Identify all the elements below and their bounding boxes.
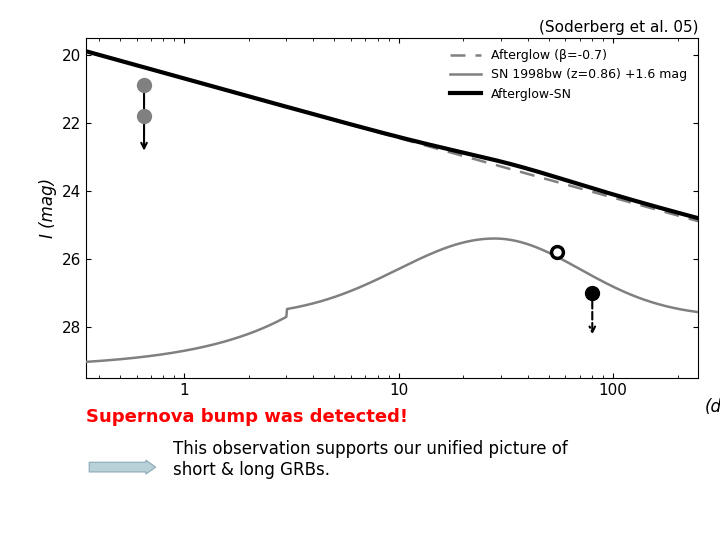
Text: Supernova bump was detected!: Supernova bump was detected! (86, 408, 408, 426)
Text: This observation supports our unified picture of
short & long GRBs.: This observation supports our unified pi… (173, 440, 567, 479)
Y-axis label: I (mag): I (mag) (39, 178, 57, 238)
Text: (days): (days) (704, 399, 720, 416)
Text: (Soderberg et al. 05): (Soderberg et al. 05) (539, 20, 698, 35)
Legend: Afterglow (β=-0.7), SN 1998bw (z=0.86) +1.6 mag, Afterglow-SN: Afterglow (β=-0.7), SN 1998bw (z=0.86) +… (445, 44, 692, 105)
